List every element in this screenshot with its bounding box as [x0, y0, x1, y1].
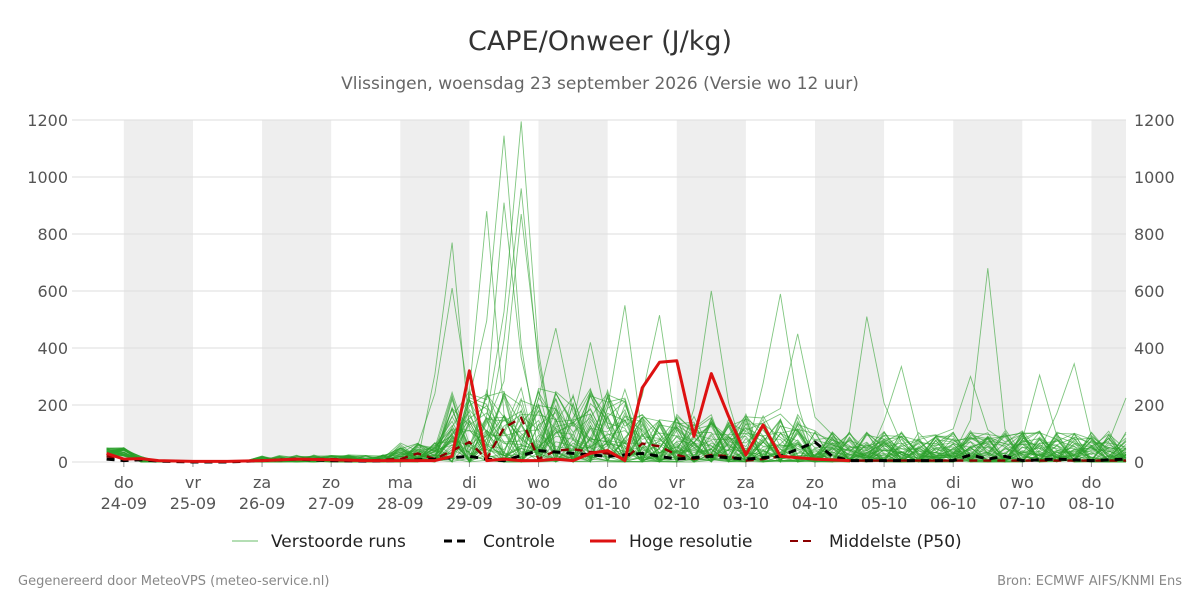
x-tick-date: 28-09	[377, 494, 424, 513]
y-tick-right: 1200	[1134, 111, 1175, 130]
series-line-hoge-resolutie	[106, 359, 850, 463]
y-tick-left: 1200	[27, 111, 68, 130]
y-tick-left: 1000	[27, 168, 68, 187]
x-tick-date: 08-10	[1068, 494, 1115, 513]
x-tick-date: 25-09	[170, 494, 217, 513]
y-tick-left: 0	[58, 453, 68, 472]
x-tick-date: 27-09	[308, 494, 355, 513]
legend-label-controle: Controle	[483, 532, 555, 552]
y-tick-left: 400	[37, 339, 68, 358]
x-tick-day: do	[114, 473, 134, 492]
x-tick-date: 01-10	[584, 494, 631, 513]
x-tick-day: wo	[527, 473, 550, 492]
y-axis-ticks: 0 0 200 200 400 400 600 600 800 800 1000 1000 1200 12…	[27, 111, 1174, 472]
x-tick-day: do	[598, 473, 618, 492]
x-tick-day: vr	[185, 473, 201, 492]
x-tick-day: di	[462, 473, 477, 492]
y-tick-right: 1000	[1134, 168, 1175, 187]
x-axis-ticks: do 24-09 vr 25-09 za 26-09 zo 27-09 ma 28-09 di 29-…	[101, 462, 1115, 513]
x-tick-day: za	[737, 473, 755, 492]
x-tick-day: za	[253, 473, 271, 492]
x-tick-date: 03-10	[723, 494, 770, 513]
x-tick-date: 24-09	[101, 494, 148, 513]
x-tick-date: 06-10	[930, 494, 977, 513]
x-tick-date: 29-09	[446, 494, 493, 513]
y-tick-right: 600	[1134, 282, 1165, 301]
chart-subtitle: Vlissingen, woensdag 23 september 2026 (…	[341, 74, 859, 94]
legend-label-hoge-resolutie: Hoge resolutie	[629, 532, 753, 552]
y-tick-right: 0	[1134, 453, 1144, 472]
y-tick-left: 800	[37, 225, 68, 244]
legend-item-ensemble[interactable]: Verstoorde runs	[232, 532, 406, 552]
x-tick-date: 30-09	[515, 494, 562, 513]
y-tick-right: 800	[1134, 225, 1165, 244]
footer-source: Bron: ECMWF AIFS/KNMI Ens	[997, 574, 1182, 589]
footer-credit: Gegenereerd door MeteoVPS (meteo-service…	[18, 574, 329, 589]
x-tick-day: zo	[806, 473, 824, 492]
x-tick-day: vr	[669, 473, 685, 492]
y-tick-left: 600	[37, 282, 68, 301]
ensemble-member-line	[106, 390, 1127, 463]
x-tick-day: wo	[1011, 473, 1034, 492]
x-tick-day: ma	[871, 473, 896, 492]
x-tick-date: 07-10	[999, 494, 1046, 513]
legend-label-ensemble: Verstoorde runs	[271, 532, 406, 552]
y-tick-left: 200	[37, 396, 68, 415]
legend-item-controle[interactable]: Controle	[444, 532, 555, 552]
y-tick-right: 400	[1134, 339, 1165, 358]
x-tick-date: 02-10	[654, 494, 701, 513]
x-tick-date: 04-10	[792, 494, 839, 513]
legend-item-hoge-resolutie[interactable]: Hoge resolutie	[590, 532, 753, 552]
x-tick-date: 26-09	[239, 494, 286, 513]
y-tick-right: 200	[1134, 396, 1165, 415]
x-tick-day: do	[1081, 473, 1101, 492]
legend: Verstoorde runs Controle Hoge resolutie …	[232, 532, 962, 552]
main-series	[106, 359, 1127, 464]
x-tick-day: zo	[322, 473, 340, 492]
x-tick-day: di	[946, 473, 961, 492]
x-tick-date: 05-10	[861, 494, 908, 513]
chart-title: CAPE/Onweer (J/kg)	[468, 26, 732, 57]
x-tick-day: ma	[388, 473, 413, 492]
legend-label-p50: Middelste (P50)	[829, 532, 962, 552]
legend-item-p50[interactable]: Middelste (P50)	[790, 532, 962, 552]
